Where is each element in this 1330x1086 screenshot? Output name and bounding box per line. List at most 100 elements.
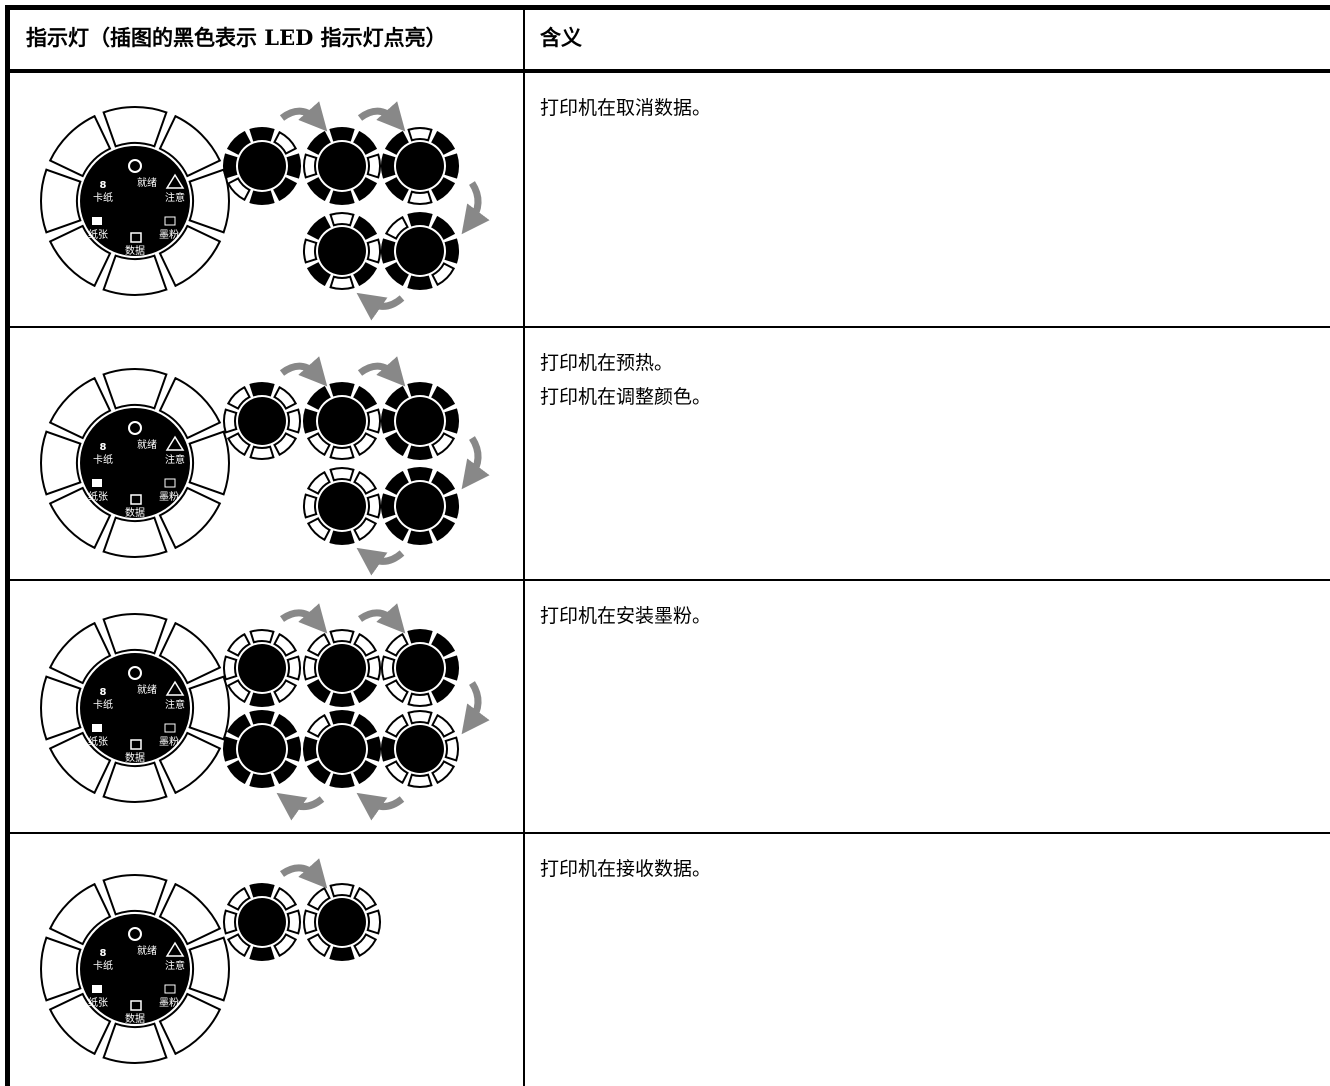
led-segment (226, 886, 251, 911)
led-segment (444, 493, 459, 519)
led-segment (353, 262, 378, 287)
sequence-arrow (279, 356, 328, 387)
led-segment (306, 933, 331, 958)
led-segment (303, 153, 318, 179)
led-segment (384, 713, 409, 738)
led-segment (306, 679, 331, 704)
panel-segment (188, 675, 231, 741)
panel-label: 注意 (165, 959, 185, 972)
led-center (238, 898, 286, 946)
led-segment (431, 679, 456, 704)
led-segment (384, 432, 409, 457)
panel-label: 墨粉 (159, 228, 179, 241)
panel-segment (39, 675, 82, 741)
panel-label: 就绪 (137, 438, 157, 451)
panel-segment (48, 486, 112, 550)
sequence-arrow (279, 101, 328, 132)
led-segment (353, 470, 378, 495)
toner-icon (164, 478, 176, 488)
led-segment (306, 713, 331, 738)
led-segment (303, 655, 318, 681)
panel-segment (102, 612, 168, 655)
led-segment (329, 692, 355, 707)
panel-segment (188, 430, 231, 496)
led-segment (329, 467, 355, 482)
led-segment (384, 632, 409, 657)
panel-segment (102, 516, 168, 559)
sequence-arrow (461, 181, 490, 235)
panel-label: 就绪 (137, 176, 157, 189)
panel-segment (39, 936, 82, 1002)
panel-label: 墨粉 (159, 996, 179, 1009)
led-segment (303, 909, 318, 935)
sequence-arrow (279, 603, 328, 634)
led-segment (366, 655, 381, 681)
led-segment (329, 275, 355, 290)
panel-center (80, 653, 190, 763)
led-segment (273, 632, 298, 657)
led-segment (384, 385, 409, 410)
panel-label: 纸张 (88, 228, 108, 241)
led-center (396, 482, 444, 530)
panel-segment (102, 1022, 168, 1065)
led-segment (431, 215, 456, 240)
led-segment (353, 215, 378, 240)
led-segment (303, 736, 318, 762)
led-center (238, 644, 286, 692)
panel-label: 卡纸 (93, 959, 113, 972)
led-segment (223, 736, 238, 762)
led-segment (329, 946, 355, 961)
panel-segment (48, 114, 112, 178)
led-segment (223, 909, 238, 935)
toner-icon (164, 723, 176, 733)
led-segment (444, 153, 459, 179)
led-segment (273, 177, 298, 202)
sequence-arrow (276, 792, 325, 821)
led-center (318, 142, 366, 190)
led-segment (353, 760, 378, 785)
panel-label: 纸张 (88, 735, 108, 748)
panel-segment (158, 992, 222, 1056)
panel-label: 墨粉 (159, 735, 179, 748)
led-segment (444, 736, 459, 762)
led-segment (444, 408, 459, 434)
led-segment (384, 215, 409, 240)
panel-label: 数据 (125, 244, 145, 257)
led-segment (286, 153, 301, 179)
led-segment (353, 130, 378, 155)
led-segment (384, 470, 409, 495)
led-segment (226, 933, 251, 958)
led-segment (226, 713, 251, 738)
led-segment (431, 517, 456, 542)
led-segment (273, 760, 298, 785)
led-segment (273, 432, 298, 457)
panel-label: 注意 (165, 191, 185, 204)
header-rule (5, 69, 1330, 73)
led-segment (407, 212, 433, 227)
panel-center (80, 408, 190, 518)
led-segment (431, 632, 456, 657)
led-segment (273, 933, 298, 958)
led-segment (306, 760, 331, 785)
led-segment (407, 127, 433, 142)
led-segment (273, 385, 298, 410)
panel-label: 卡纸 (93, 698, 113, 711)
sequence-arrow (279, 858, 328, 889)
panel-segment (48, 882, 112, 946)
panel-segment (102, 254, 168, 297)
led-segment (384, 177, 409, 202)
panel-segment (158, 114, 222, 178)
led-segment (226, 760, 251, 785)
panel-label: 就绪 (137, 683, 157, 696)
led-segment (381, 655, 396, 681)
ready-icon (128, 421, 142, 435)
jam-icon: 8 (100, 180, 107, 191)
panel-segment (48, 621, 112, 685)
led-center (318, 397, 366, 445)
panel-segment (158, 731, 222, 795)
led-segment (407, 629, 433, 644)
led-segment (353, 385, 378, 410)
panel-segment (102, 367, 168, 410)
header-cell: 指示灯（插图的黑色表示 LED 指示灯点亮） (26, 25, 447, 50)
meaning-text: 打印机在预热。 (540, 352, 674, 374)
